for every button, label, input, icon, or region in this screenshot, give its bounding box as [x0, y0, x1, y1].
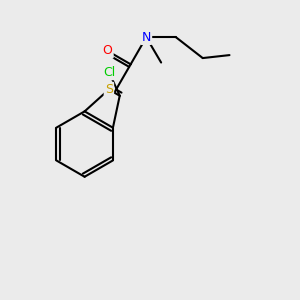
Text: O: O: [103, 44, 112, 57]
Text: N: N: [142, 31, 151, 44]
Text: S: S: [105, 83, 113, 96]
Text: Cl: Cl: [103, 66, 115, 79]
